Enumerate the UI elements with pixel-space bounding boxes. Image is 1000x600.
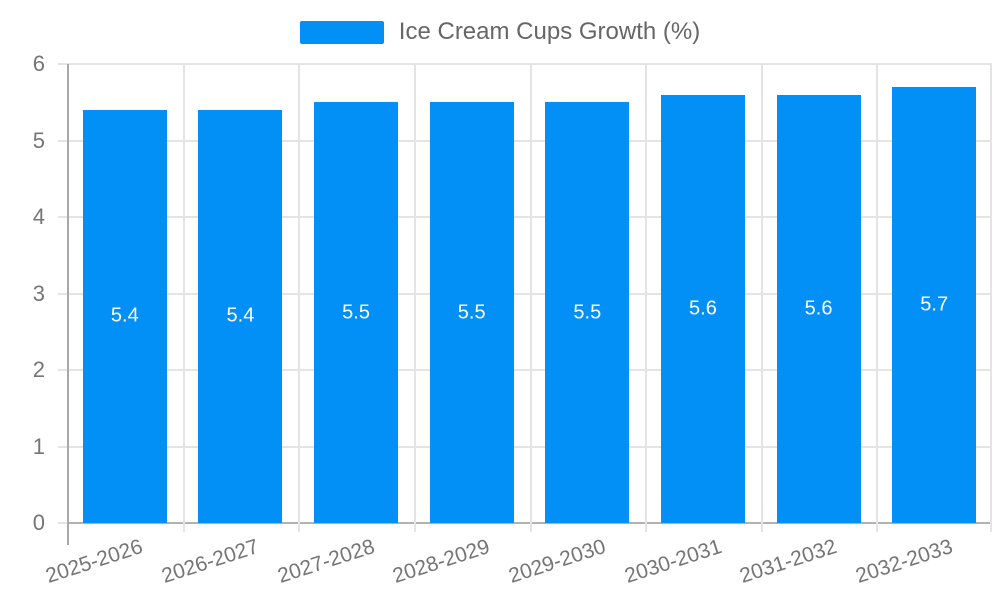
bar-value-label: 5.5 [457,301,486,324]
x-gridline [990,64,992,532]
y-tick-label: 2 [32,357,45,382]
bar-value-label: 5.5 [573,301,602,324]
y-tick-label: 3 [32,280,45,306]
x-gridline [645,64,648,532]
y-tick-mark [58,445,67,448]
x-tick-label: 2025-2026 [43,535,146,588]
bar-value-label: 5.6 [804,297,833,320]
x-gridline [876,64,879,532]
y-tick-label: 0 [32,510,45,535]
bar-value-label: 5.6 [689,297,717,320]
y-tick-label: 5 [32,127,45,153]
legend-label: Ice Cream Cups Growth (%) [398,18,701,45]
x-tick-label: 2030-2031 [621,535,725,588]
y-tick-mark [58,216,67,218]
bar-value-label: 5.4 [226,304,255,327]
bar[interactable]: 5.5 [314,102,399,523]
bar[interactable]: 5.6 [660,94,745,523]
x-tick-label: 2027-2028 [274,535,378,588]
bar[interactable]: 5.7 [892,86,977,523]
bar[interactable]: 5.5 [429,102,514,523]
y-tick-mark [58,522,67,524]
x-gridline [760,64,763,532]
bar-value-label: 5.7 [920,293,949,316]
bar-value-label: 5.5 [342,301,370,324]
y-tick-mark [58,139,67,142]
x-gridline [529,64,532,532]
x-gridline [413,64,416,532]
bar[interactable]: 5.6 [776,94,861,523]
x-gridline [298,64,301,532]
bar[interactable]: 5.4 [198,109,283,523]
x-tick-label: 2031-2032 [737,535,840,588]
y-axis-line [67,64,69,545]
y-tick-label: 6 [32,51,45,76]
legend-swatch [299,20,384,44]
plot-area: 0 1 2 3 4 5 6 5.4 5.4 5.5 5.5 5.5 5.6 5.6 5.7 2025-2026… [33,51,992,588]
x-tick-label: 2029-2030 [505,535,609,588]
x-tick-label: 2028-2029 [390,535,493,588]
y-tick-label: 4 [32,204,45,229]
bar[interactable]: 5.5 [545,102,630,523]
chart-legend[interactable]: Ice Cream Cups Growth (%) [0,18,1000,46]
x-tick-label: 2026-2027 [158,535,262,588]
y-tick-label: 1 [32,433,45,459]
y-tick-mark [58,63,67,65]
x-gridline [182,64,185,532]
bar[interactable]: 5.4 [82,109,167,523]
y-tick-mark [58,292,67,295]
y-tick-mark [58,369,67,371]
x-tick-label: 2032-2033 [852,535,956,588]
bar-value-label: 5.4 [110,304,139,327]
